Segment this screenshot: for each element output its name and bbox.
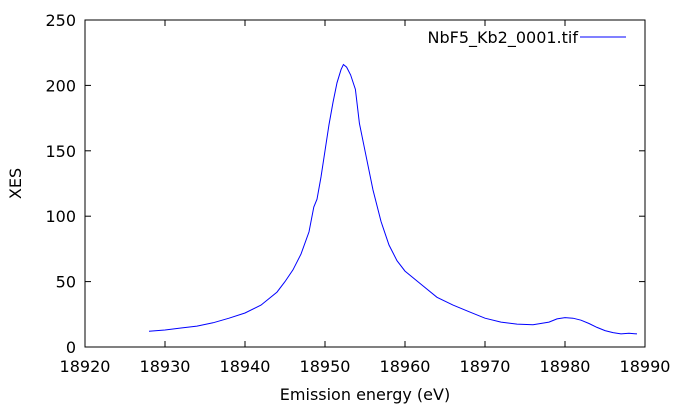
x-tick-label: 18990 [620, 357, 671, 376]
y-axis-ticks: 0 50 100 150 200 250 [45, 11, 645, 357]
y-axis-label: XES [6, 168, 25, 199]
y-tick-label: 50 [56, 273, 76, 292]
x-tick-label: 18950 [300, 357, 351, 376]
x-tick-label: 18960 [380, 357, 431, 376]
legend: NbF5_Kb2_0001.tif [428, 28, 626, 48]
y-tick-label: 150 [45, 142, 76, 161]
y-tick-label: 100 [45, 207, 76, 226]
plot-frame [84, 19, 646, 348]
legend-label: NbF5_Kb2_0001.tif [428, 28, 579, 48]
x-tick-label: 18930 [140, 357, 191, 376]
x-tick-label: 18940 [220, 357, 271, 376]
series-line [148, 63, 638, 335]
x-axis-ticks: 18920 18930 18940 18950 18960 18970 18980 18990 [60, 20, 671, 376]
y-tick-label: 250 [45, 11, 76, 30]
x-axis-label: Emission energy (eV) [280, 385, 450, 404]
y-tick-label: 200 [45, 76, 76, 95]
y-tick-label: 0 [66, 338, 76, 357]
x-tick-label: 18980 [540, 357, 591, 376]
x-tick-label: 18920 [60, 357, 111, 376]
x-tick-label: 18970 [460, 357, 511, 376]
